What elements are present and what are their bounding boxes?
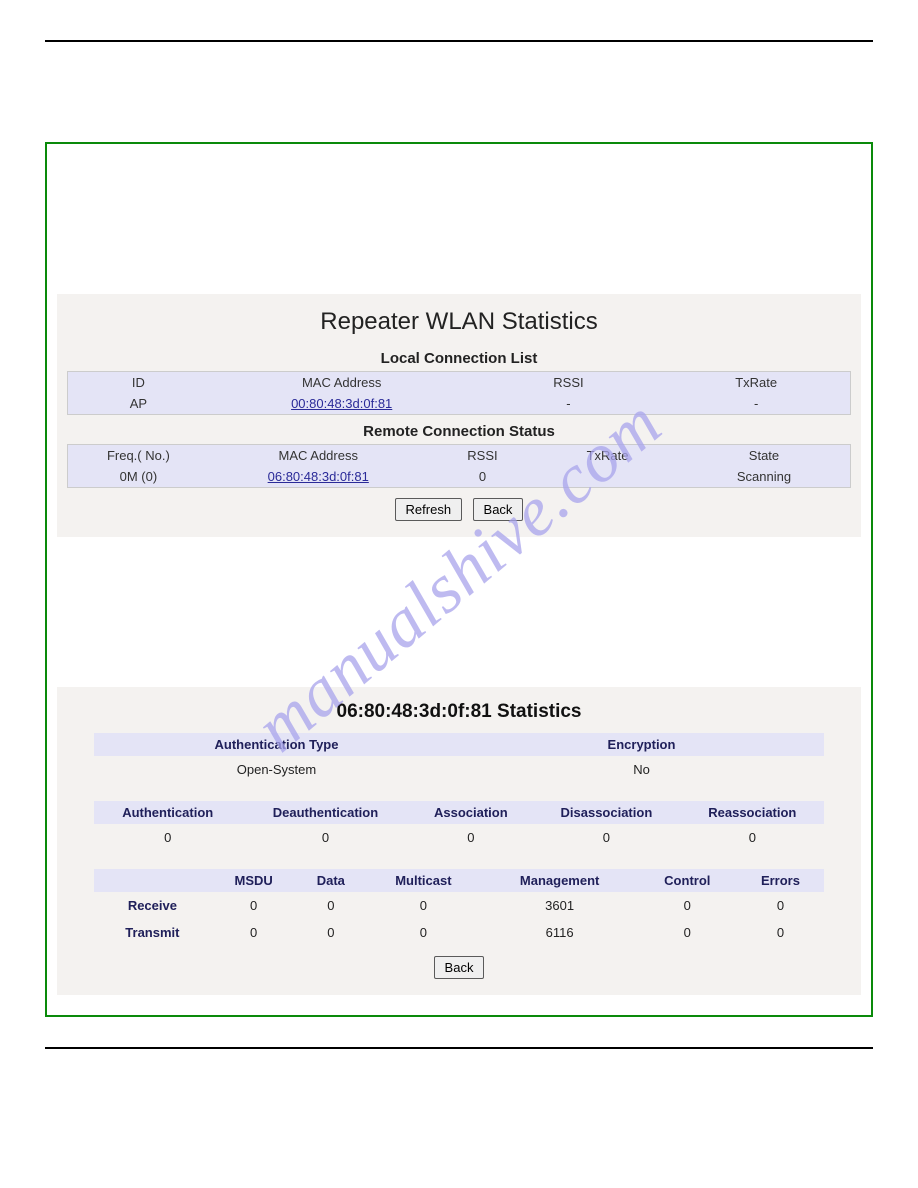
cell-rssi: 0: [428, 466, 537, 487]
col-id: ID: [68, 372, 209, 393]
cell-rssi: -: [475, 393, 663, 414]
stats-panel: 06:80:48:3d:0f:81 Statistics Authenticat…: [57, 687, 861, 995]
refresh-button[interactable]: Refresh: [395, 498, 463, 521]
cell: 0: [737, 919, 824, 946]
content-inner: Repeater WLAN Statistics Local Connectio…: [47, 144, 871, 1015]
local-connection-table: ID MAC Address RSSI TxRate AP 00:80:48:3…: [68, 372, 850, 414]
bottom-rule: [45, 1047, 873, 1049]
row-receive-label: Receive: [94, 892, 211, 919]
col-encryption: Encryption: [459, 733, 824, 756]
table-header-row: Authentication Deauthentication Associat…: [94, 801, 824, 824]
authenc-table: Authentication Type Encryption Open-Syst…: [94, 733, 824, 783]
col-msdu: MSDU: [211, 869, 297, 892]
stats-back-button[interactable]: Back: [434, 956, 485, 979]
stats-button-row: Back: [59, 956, 859, 979]
col-disassoc: Disassociation: [532, 801, 681, 824]
cell-deauth: 0: [241, 824, 409, 851]
mac-link-local[interactable]: 00:80:48:3d:0f:81: [291, 396, 392, 411]
col-deauth: Deauthentication: [241, 801, 409, 824]
table-row: Transmit 0 0 0 6116 0 0: [94, 919, 824, 946]
table-row: 0 0 0 0 0: [94, 824, 824, 851]
repeater-button-row: Refresh Back: [59, 498, 859, 521]
col-state: State: [678, 445, 850, 466]
cell: 3601: [482, 892, 638, 919]
col-mac: MAC Address: [209, 372, 475, 393]
content-frame: manualshive.com Repeater WLAN Statistics…: [45, 142, 873, 1017]
cell-authtype: Open-System: [94, 756, 459, 783]
panel-spacer: [47, 547, 871, 687]
col-auth: Authentication: [94, 801, 241, 824]
col-freq: Freq.( No.): [68, 445, 209, 466]
authenc-block: Authentication Type Encryption Open-Syst…: [94, 733, 824, 783]
table-header-row: Freq.( No.) MAC Address RSSI TxRate Stat…: [68, 445, 850, 466]
cell-mac: 06:80:48:3d:0f:81: [209, 466, 428, 487]
col-txrate: TxRate: [662, 372, 850, 393]
col-rssi: RSSI: [475, 372, 663, 393]
cell-txrate: -: [662, 393, 850, 414]
col-blank: [94, 869, 211, 892]
back-button[interactable]: Back: [473, 498, 524, 521]
table-header-row: MSDU Data Multicast Management Control E…: [94, 869, 824, 892]
cell: 0: [365, 919, 482, 946]
cell-auth: 0: [94, 824, 241, 851]
cell-id: AP: [68, 393, 209, 414]
row-transmit-label: Transmit: [94, 919, 211, 946]
cell-txrate: [537, 466, 678, 487]
local-table-wrap: ID MAC Address RSSI TxRate AP 00:80:48:3…: [67, 371, 851, 415]
cell: 6116: [482, 919, 638, 946]
repeater-panel: Repeater WLAN Statistics Local Connectio…: [57, 294, 861, 537]
col-control: Control: [638, 869, 737, 892]
cell: 0: [211, 892, 297, 919]
col-assoc: Association: [410, 801, 533, 824]
cell-disassoc: 0: [532, 824, 681, 851]
page-container: manualshive.com Repeater WLAN Statistics…: [0, 0, 918, 1089]
table-header-row: ID MAC Address RSSI TxRate: [68, 372, 850, 393]
table-row: Receive 0 0 0 3601 0 0: [94, 892, 824, 919]
col-management: Management: [482, 869, 638, 892]
col-errors: Errors: [737, 869, 824, 892]
col-authtype: Authentication Type: [94, 733, 459, 756]
cell-mac: 00:80:48:3d:0f:81: [209, 393, 475, 414]
col-rssi: RSSI: [428, 445, 537, 466]
local-heading: Local Connection List: [59, 350, 859, 367]
cell: 0: [638, 919, 737, 946]
table-row: AP 00:80:48:3d:0f:81 - -: [68, 393, 850, 414]
cell: 0: [297, 919, 366, 946]
table-row: Open-System No: [94, 756, 824, 783]
cell: 0: [297, 892, 366, 919]
top-rule: [45, 40, 873, 42]
remote-heading: Remote Connection Status: [59, 423, 859, 440]
remote-connection-table: Freq.( No.) MAC Address RSSI TxRate Stat…: [68, 445, 850, 487]
cell: 0: [638, 892, 737, 919]
col-multicast: Multicast: [365, 869, 482, 892]
assoc-block: Authentication Deauthentication Associat…: [94, 801, 824, 851]
mac-link-remote[interactable]: 06:80:48:3d:0f:81: [268, 469, 369, 484]
traffic-block: MSDU Data Multicast Management Control E…: [94, 869, 824, 946]
cell: 0: [211, 919, 297, 946]
cell-assoc: 0: [410, 824, 533, 851]
stats-title: 06:80:48:3d:0f:81 Statistics: [59, 701, 859, 723]
table-header-row: Authentication Type Encryption: [94, 733, 824, 756]
repeater-title: Repeater WLAN Statistics: [59, 308, 859, 336]
table-row: 0M (0) 06:80:48:3d:0f:81 0 Scanning: [68, 466, 850, 487]
col-data: Data: [297, 869, 366, 892]
cell-state: Scanning: [678, 466, 850, 487]
cell: 0: [737, 892, 824, 919]
cell: 0: [365, 892, 482, 919]
remote-table-wrap: Freq.( No.) MAC Address RSSI TxRate Stat…: [67, 444, 851, 488]
cell-freq: 0M (0): [68, 466, 209, 487]
col-txrate: TxRate: [537, 445, 678, 466]
cell-encryption: No: [459, 756, 824, 783]
col-mac: MAC Address: [209, 445, 428, 466]
traffic-table: MSDU Data Multicast Management Control E…: [94, 869, 824, 946]
assoc-table: Authentication Deauthentication Associat…: [94, 801, 824, 851]
cell-reassoc: 0: [681, 824, 824, 851]
col-reassoc: Reassociation: [681, 801, 824, 824]
